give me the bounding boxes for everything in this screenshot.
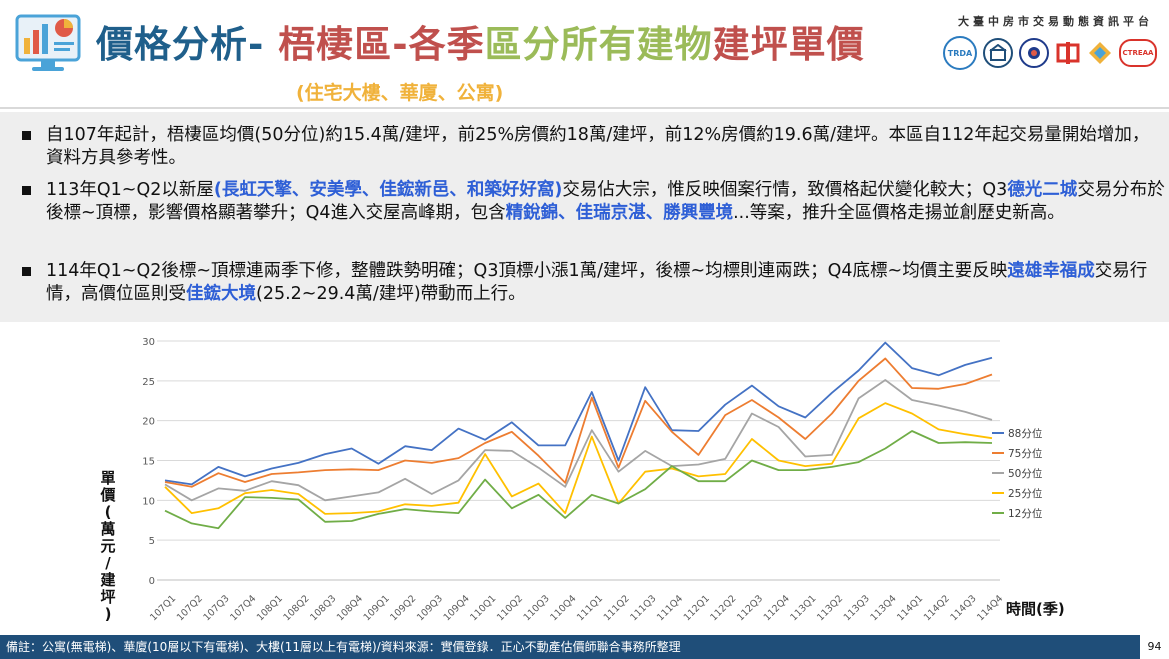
legend-label: 12分位	[1008, 507, 1043, 520]
page-number: 94	[1147, 640, 1162, 653]
x-tick-label: 109Q2	[388, 593, 418, 623]
x-tick-label: 112Q4	[762, 593, 792, 623]
y-tick-label: 15	[142, 457, 155, 468]
x-tick-label: 113Q4	[868, 593, 898, 623]
trda-logo: TRDA	[943, 36, 977, 70]
bullet-2-part-a: 113年Q1~Q2以新屋	[46, 180, 214, 200]
x-tick-label: 107Q1	[148, 593, 178, 623]
title-part-1: 價格分析-	[96, 23, 279, 66]
x-tick-label: 110Q2	[495, 593, 525, 623]
series-line	[164, 402, 993, 515]
ctreaa-logo: CTREAA	[1119, 39, 1157, 67]
x-tick-label: 111Q2	[602, 593, 632, 623]
bullet-3-highlight-2: 佳鋐大境	[186, 284, 256, 304]
x-tick-label: 110Q4	[548, 593, 578, 623]
bullet-3-highlight-1: 遠雄幸福成	[1007, 261, 1095, 281]
x-tick-label: 108Q1	[255, 593, 285, 623]
bullet-2-highlight-2: 德光二城	[1007, 180, 1078, 200]
x-tick-label: 114Q4	[975, 593, 1005, 623]
y-tick-label: 30	[142, 337, 155, 348]
legend-label: 25分位	[1008, 487, 1043, 500]
x-tick-label: 108Q3	[308, 593, 338, 623]
x-tick-label: 114Q2	[922, 593, 952, 623]
header-divider	[0, 107, 1169, 109]
legend-label: 75分位	[1008, 447, 1043, 460]
title-part-2: 梧棲區-各季	[278, 23, 485, 66]
analytics-icon	[14, 10, 84, 76]
trda-logo-text: TRDA	[947, 48, 973, 58]
bullet-marker	[22, 186, 31, 195]
footer-note: 備註：公寓(無電梯)、華廈(10層以下有電梯)、大樓(11層以上有電梯)/資料來…	[0, 635, 1140, 659]
seal-logo	[1019, 38, 1049, 68]
summary-panel: 自107年起計，梧棲區均價(50分位)約15.4萬/建坪，前25%房價約18萬/…	[0, 112, 1169, 322]
org-name: 大臺中房市交易動態資訊平台	[958, 15, 1153, 28]
title-part-4: 建坪單價	[712, 23, 865, 66]
x-tick-label: 113Q3	[842, 593, 872, 623]
bullet-3-text: 114年Q1~Q2後標~頂標連兩季下修，整體跌勢明確；Q3頂標小漲1萬/建坪，後…	[46, 260, 1166, 306]
page-subtitle: (住宅大樓、華廈、公寓)	[296, 82, 504, 104]
y-tick-label: 20	[142, 417, 155, 428]
y-axis-title: 單價(萬元 / 建坪)	[100, 469, 116, 623]
x-tick-label: 110Q3	[522, 593, 552, 623]
x-tick-label: 110Q1	[468, 593, 498, 623]
title-part-3: 區分所有建物	[484, 23, 713, 66]
bullet-2-part-b: 交易佔大宗，惟反映個案行情，致價格起伏變化較大；Q3	[562, 180, 1008, 200]
x-tick-label: 112Q2	[708, 593, 738, 623]
bullet-2-text: 113年Q1~Q2以新屋(長虹天擎、安美學、佳鋐新邑、和築好好窩)交易佔大宗，惟…	[46, 179, 1166, 225]
diamond-logo	[1087, 40, 1113, 66]
y-tick-label: 5	[149, 536, 155, 547]
bullet-2-part-c: 交易分布於後標~頂標，影響價格顯著攀升；Q4進入交屋高峰期，包含	[46, 180, 1165, 223]
series-line	[164, 430, 993, 530]
series-line	[164, 357, 993, 488]
x-tick-label: 108Q4	[335, 593, 365, 623]
x-tick-label: 107Q4	[228, 593, 258, 623]
bullet-marker	[22, 131, 31, 140]
x-tick-label: 111Q1	[575, 593, 605, 623]
x-axis-title: 時間(季)	[1006, 600, 1065, 618]
bullet-3-part-c: (25.2~29.4萬/建坪)帶動而上行。	[256, 284, 526, 304]
header: 價格分析- 梧棲區-各季區分所有建物建坪單價 (住宅大樓、華廈、公寓) 大臺中房…	[0, 0, 1169, 109]
y-tick-label: 25	[142, 377, 155, 388]
x-tick-label: 107Q2	[175, 593, 205, 623]
bullet-2-highlight-3: 精銳錦、佳瑞京湛、勝興豐境	[505, 203, 734, 223]
x-tick-label: 113Q2	[815, 593, 845, 623]
x-tick-label: 112Q3	[735, 593, 765, 623]
x-tick-label: 109Q4	[442, 593, 472, 623]
legend-label: 50分位	[1008, 467, 1043, 480]
price-line-chart: 051015202530107Q1107Q2107Q3107Q4108Q1108…	[142, 337, 1043, 623]
org-logos: TRDA CTREAA	[943, 36, 1157, 70]
x-tick-label: 109Q1	[362, 593, 392, 623]
series-line	[164, 341, 993, 486]
building-logo	[983, 38, 1013, 68]
x-tick-label: 109Q3	[415, 593, 445, 623]
bullet-1-text: 自107年起計，梧棲區均價(50分位)約15.4萬/建坪，前25%房價約18萬/…	[46, 125, 1150, 168]
x-tick-label: 111Q4	[655, 593, 685, 623]
x-tick-label: 112Q1	[682, 593, 712, 623]
y-tick-label: 0	[149, 576, 155, 587]
x-tick-label: 113Q1	[788, 593, 818, 623]
ctreaa-logo-text: CTREAA	[1122, 49, 1154, 57]
x-tick-label: 108Q2	[282, 593, 312, 623]
bullet-marker	[22, 267, 31, 276]
series-line	[164, 379, 993, 502]
page-title: 價格分析- 梧棲區-各季區分所有建物建坪單價	[96, 14, 865, 68]
bullet-2-part-d: ...等案，推升全區價格走揚並創歷史新高。	[733, 203, 1065, 223]
legend-label: 88分位	[1008, 427, 1043, 440]
y-tick-label: 10	[142, 496, 155, 507]
bullet-3-part-a: 114年Q1~Q2後標~頂標連兩季下修，整體跌勢明確；Q3頂標小漲1萬/建坪，後…	[46, 261, 1008, 281]
x-tick-label: 111Q3	[628, 593, 658, 623]
x-tick-label: 107Q3	[202, 593, 232, 623]
bullet-3-part-b: 交易行情，高價位區則受	[46, 261, 1148, 304]
x-tick-label: 114Q1	[895, 593, 925, 623]
x-tick-label: 114Q3	[948, 593, 978, 623]
bullet-2-highlight-1: (長虹天擎、安美學、佳鋐新邑、和築好好窩)	[213, 180, 563, 200]
red-emblem-logo	[1055, 40, 1081, 66]
